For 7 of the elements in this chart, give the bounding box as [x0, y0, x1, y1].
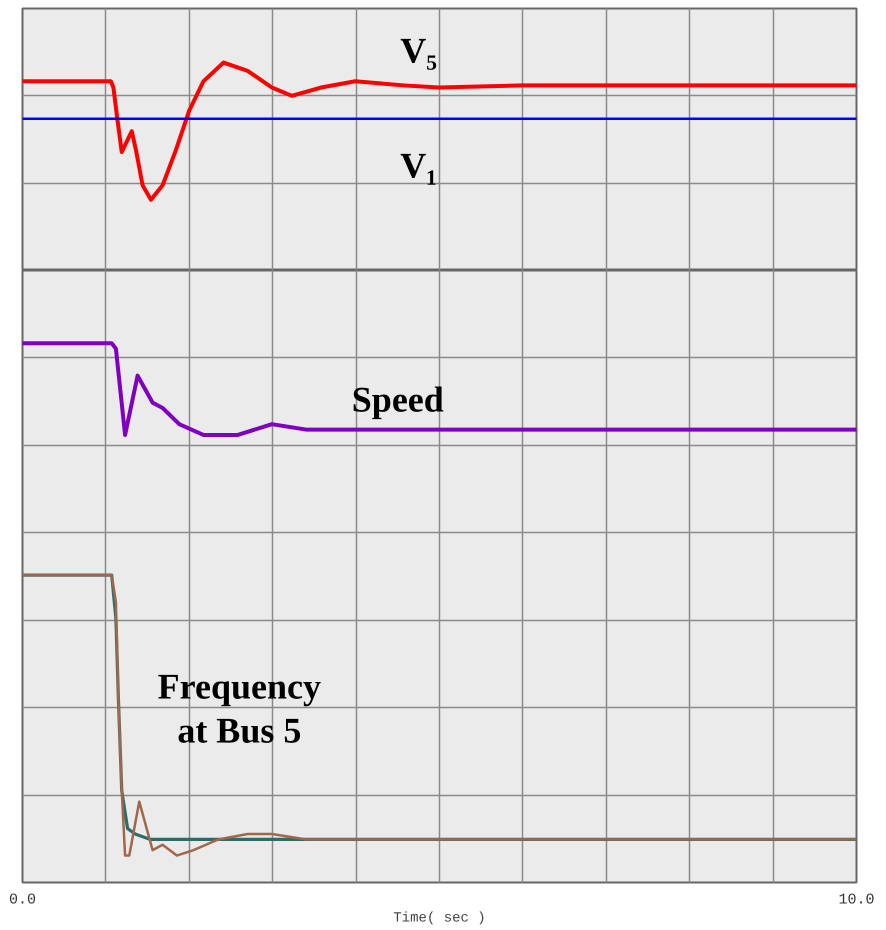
- series-label: V₁: [400, 146, 438, 186]
- x-tick-label: 0.0: [9, 892, 36, 908]
- x-axis-title: Time( sec ): [393, 910, 486, 926]
- series-label: Speed: [352, 380, 444, 420]
- series-label: Frequency at Bus 5: [158, 666, 322, 750]
- series-label: V₅: [400, 30, 438, 70]
- x-tick-label: 10.0: [838, 892, 875, 908]
